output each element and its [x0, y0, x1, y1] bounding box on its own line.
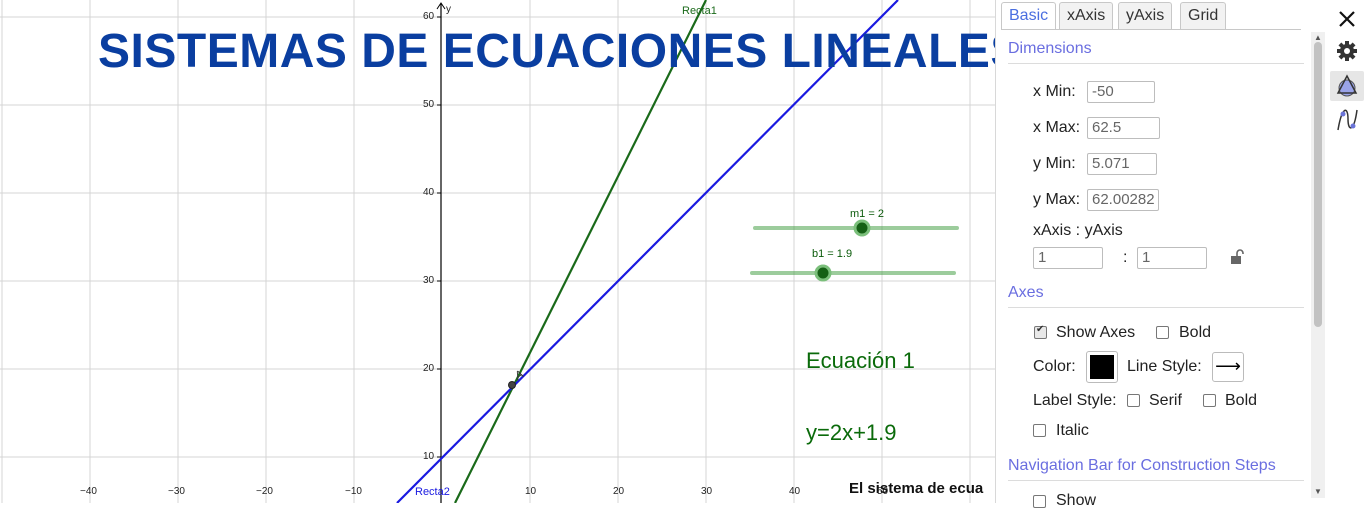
graphics-style-icon[interactable] — [1330, 71, 1364, 101]
line-style-label: Line Style: — [1127, 358, 1202, 375]
section-dimensions: Dimensions — [1008, 40, 1092, 57]
x-tick-label: −10 — [345, 486, 362, 497]
ymax-field[interactable]: 62.00282 — [1087, 189, 1159, 211]
y-axis-name: y — [446, 4, 451, 15]
settings-panel: Basic xAxis yAxis Grid Dimensions x Min:… — [995, 0, 1327, 509]
italic-checkbox[interactable] — [1033, 424, 1046, 437]
axis-color-button[interactable] — [1086, 351, 1118, 383]
slider-m1-label: m1 = 2 — [850, 208, 884, 220]
ymin-field[interactable]: 5.071 — [1087, 153, 1157, 175]
scrollbar-thumb[interactable] — [1314, 42, 1322, 327]
unlock-icon[interactable] — [1229, 249, 1245, 270]
y-tick-label: 30 — [423, 275, 435, 286]
ymax-label: y Max: — [1033, 191, 1081, 208]
show-navigation-label: Show — [1056, 492, 1097, 509]
ratio-y-field[interactable]: 1 — [1137, 247, 1207, 269]
label-bold-checkbox[interactable] — [1203, 394, 1216, 407]
scroll-up-icon[interactable]: ▲ — [1314, 33, 1322, 42]
close-icon[interactable] — [1330, 3, 1364, 33]
color-label: Color: — [1033, 358, 1076, 375]
bold-axes-label: Bold — [1179, 324, 1212, 341]
serif-checkbox[interactable] — [1127, 394, 1140, 407]
grid — [0, 0, 995, 503]
section-navigation: Navigation Bar for Construction Steps — [1008, 457, 1276, 474]
x-tick-label: 40 — [789, 486, 801, 497]
side-toolbar — [1326, 0, 1366, 503]
system-text: El sistema de ecua — [849, 480, 984, 497]
gear-icon[interactable] — [1330, 36, 1364, 66]
divider — [1008, 63, 1304, 64]
x-tick-label: 10 — [525, 486, 537, 497]
x-tick-label: 20 — [613, 486, 625, 497]
ratio-x-field[interactable]: 1 — [1033, 247, 1103, 269]
y-tick-label: 50 — [423, 99, 435, 110]
tab-grid[interactable]: Grid — [1180, 2, 1227, 29]
line-recta2[interactable] — [396, 0, 899, 503]
axis-ratio-label: xAxis : yAxis — [1033, 222, 1123, 239]
point-a[interactable] — [508, 381, 516, 389]
x-tick-label: 30 — [701, 486, 713, 497]
line-recta1[interactable] — [454, 0, 707, 503]
graph-canvas[interactable] — [0, 0, 995, 503]
xmin-field[interactable]: -50 — [1087, 81, 1155, 103]
algebra-curve-icon[interactable] — [1330, 104, 1364, 134]
y-tick-label: 10 — [423, 451, 435, 462]
tab-basic[interactable]: Basic — [1001, 2, 1057, 29]
page-title: SISTEMAS DE ECUACIONES LINEALES — [98, 25, 995, 78]
tab-yaxis[interactable]: yAxis — [1118, 2, 1173, 29]
xmax-label: x Max: — [1033, 119, 1081, 136]
x-tick-label: 50 — [877, 486, 889, 497]
italic-label: Italic — [1056, 422, 1089, 439]
y-axis-arrow — [436, 2, 446, 10]
section-axes: Axes — [1008, 284, 1044, 301]
panel-scrollbar[interactable]: ▲ ▼ — [1311, 32, 1325, 498]
y-tick-label: 20 — [423, 363, 435, 374]
divider — [1008, 480, 1304, 481]
slider-b1-knob[interactable] — [814, 264, 832, 282]
y-tick-label: 40 — [423, 187, 435, 198]
graphics-view[interactable]: −40 −30 −20 −10 10 20 30 40 50 10 20 30 … — [0, 0, 995, 503]
slider-b1-label: b1 = 1.9 — [812, 248, 853, 260]
line-style-arrow-icon[interactable]: ⟶ — [1212, 352, 1244, 382]
equation-expression: y=2x+1.9 — [806, 420, 897, 445]
ratio-separator: : — [1123, 249, 1128, 266]
ymin-label: y Min: — [1033, 155, 1076, 172]
y-ticks — [437, 16, 441, 458]
recta1-label[interactable]: Recta1 — [682, 5, 717, 17]
tab-divider — [1001, 29, 1301, 30]
x-tick-label: −40 — [80, 486, 97, 497]
recta2-label[interactable]: Recta2 — [415, 486, 450, 498]
show-axes-checkbox[interactable] — [1034, 324, 1047, 339]
show-axes-label: Show Axes — [1056, 324, 1136, 341]
x-tick-label: −20 — [256, 486, 273, 497]
equation-label: Ecuación 1 — [806, 348, 915, 373]
scroll-down-icon[interactable]: ▼ — [1314, 487, 1322, 496]
xmax-field[interactable]: 62.5 — [1087, 117, 1160, 139]
label-bold-label: Bold — [1225, 392, 1258, 409]
bold-axes-checkbox[interactable] — [1156, 326, 1169, 339]
show-navigation-checkbox[interactable] — [1033, 495, 1046, 508]
divider — [1008, 307, 1304, 308]
color-swatch-fill — [1090, 355, 1114, 379]
x-tick-label: −30 — [168, 486, 185, 497]
xmin-label: x Min: — [1033, 83, 1076, 100]
slider-m1-knob[interactable] — [853, 219, 871, 237]
label-style-label: Label Style: — [1033, 392, 1117, 409]
serif-label: Serif — [1149, 392, 1182, 409]
y-tick-label: 60 — [423, 11, 435, 22]
tab-xaxis[interactable]: xAxis — [1059, 2, 1114, 29]
